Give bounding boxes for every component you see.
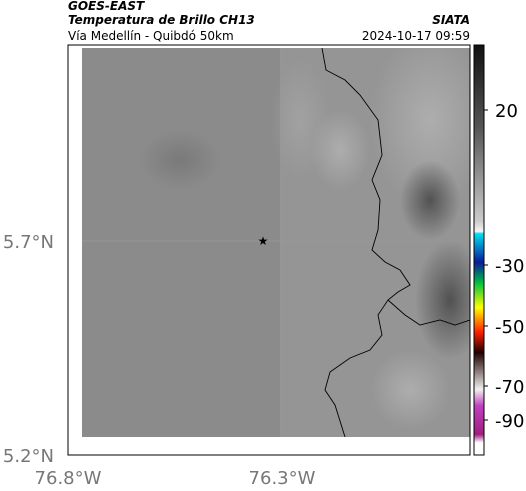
lat-label: 5.2°N: [3, 446, 54, 467]
lon-label: 76.8°W: [35, 468, 102, 489]
agency: SIATA: [432, 13, 470, 27]
svg-text:★: ★: [258, 234, 269, 248]
subtitle: Vía Medellín - Quibdó 50km: [68, 29, 234, 43]
satellite-image: ★: [82, 48, 470, 437]
colorbar-label: -70: [495, 377, 524, 398]
source: GOES-EAST: [68, 0, 145, 13]
timestamp: 2024-10-17 09:59: [362, 29, 470, 43]
colorbar-label: 20: [495, 101, 518, 122]
lon-label: 76.3°W: [249, 468, 316, 489]
title: Temperatura de Brillo CH13: [68, 13, 255, 27]
map-frame: [67, 44, 471, 456]
colorbar-label: -50: [495, 317, 524, 338]
colorbar: [473, 44, 485, 456]
lat-label: 5.7°N: [3, 232, 54, 253]
colorbar-label: -90: [495, 411, 524, 432]
colorbar-label: -30: [495, 256, 524, 277]
